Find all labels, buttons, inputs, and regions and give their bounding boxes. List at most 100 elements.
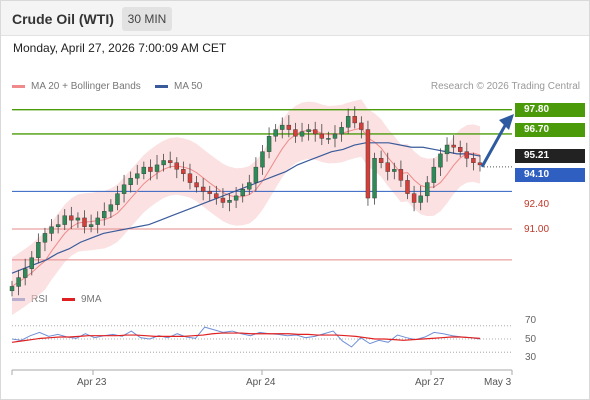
- candle-body: [181, 169, 186, 174]
- x-label-apr24: Apr 24: [246, 377, 276, 388]
- candle-body: [458, 147, 463, 152]
- candle: [69, 206, 74, 229]
- candle: [75, 212, 81, 228]
- candle: [458, 140, 463, 158]
- candle: [128, 171, 133, 193]
- candle-body: [266, 135, 272, 152]
- candle-body: [108, 204, 114, 212]
- legend-bb: MA 20 + Bollinger Bands: [12, 81, 141, 92]
- candle: [148, 159, 153, 181]
- candle: [115, 185, 120, 211]
- candle: [29, 251, 34, 276]
- rsi-ma-line: [11, 332, 481, 343]
- candle-body: [398, 169, 404, 181]
- candle-body: [372, 158, 377, 199]
- candle: [108, 199, 114, 218]
- ma50-legend-label: MA 50: [174, 81, 203, 92]
- candle-body: [425, 182, 430, 197]
- rsi-legend-label: RSI: [31, 294, 48, 305]
- candle: [451, 135, 456, 154]
- candle: [418, 185, 423, 211]
- candle-body: [95, 217, 100, 225]
- candle-body: [214, 193, 219, 199]
- candle: [372, 152, 377, 205]
- candle-body: [306, 129, 311, 132]
- chart-header: Crude Oil (WTI) 30 MIN: [1, 1, 589, 36]
- candle-body: [69, 215, 74, 221]
- candle: [293, 122, 298, 143]
- candle-body: [345, 116, 351, 128]
- candle-body: [174, 162, 179, 170]
- candle-body: [260, 151, 265, 168]
- level-label-r2: 97.80: [515, 103, 585, 117]
- rsi-line: [11, 326, 481, 348]
- last-price-label: 95.21: [515, 149, 585, 163]
- candle-body: [352, 116, 357, 124]
- candle: [332, 125, 338, 148]
- candle-body: [187, 173, 193, 183]
- candle: [154, 154, 160, 180]
- candle: [326, 131, 331, 144]
- candle-body: [385, 162, 390, 172]
- candle: [286, 115, 292, 138]
- candle: [280, 117, 285, 139]
- bb-swatch: [12, 85, 25, 88]
- bollinger-band: [12, 99, 480, 316]
- candle-body: [75, 217, 81, 221]
- candle-body: [431, 166, 437, 183]
- candle: [42, 227, 48, 252]
- candle: [9, 280, 15, 297]
- candle: [167, 151, 173, 169]
- candle: [161, 153, 166, 172]
- bb-legend-label: MA 20 + Bollinger Bands: [31, 81, 141, 92]
- candle-body: [319, 133, 325, 139]
- rsi-label-30: 30: [525, 352, 537, 363]
- candle: [181, 161, 186, 182]
- forecast-arrow: [480, 114, 514, 168]
- candle-body: [405, 180, 410, 194]
- candle-body: [88, 224, 94, 227]
- level-lines: [12, 108, 512, 261]
- candle-body: [339, 127, 344, 135]
- candle: [385, 152, 390, 181]
- candle-body: [253, 166, 259, 183]
- candle: [339, 121, 344, 142]
- research-credit: Research © 2026 Trading Central: [430, 81, 580, 92]
- candle-body: [273, 129, 278, 137]
- candle: [411, 185, 417, 212]
- timeframe-button[interactable]: 30 MIN: [122, 7, 172, 31]
- candle-body: [207, 191, 212, 194]
- candle-body: [42, 233, 48, 243]
- candle-body: [200, 186, 206, 192]
- rsi-label-50: 50: [525, 334, 537, 345]
- x-label-apr27: Apr 27: [415, 377, 445, 388]
- candle: [405, 174, 410, 200]
- candle: [174, 157, 179, 179]
- legend-rsi-ma: 9MA: [62, 294, 102, 305]
- candle: [464, 142, 470, 168]
- rsi-label-70: 70: [525, 315, 537, 326]
- ma50-line: [11, 142, 481, 274]
- candle-body: [293, 129, 298, 137]
- candle-body: [464, 151, 470, 159]
- candle-body: [299, 131, 305, 137]
- candle-body: [332, 133, 338, 139]
- candle-body: [477, 162, 483, 166]
- candle: [82, 210, 87, 234]
- candle-body: [444, 144, 450, 155]
- candle: [233, 187, 239, 208]
- candle: [266, 127, 272, 159]
- arrow-head: [499, 114, 514, 130]
- candle-body: [194, 182, 199, 188]
- candle-body: [102, 211, 107, 219]
- candle: [22, 258, 28, 286]
- candle-body: [240, 189, 245, 197]
- candle-body: [451, 144, 456, 148]
- rsi-ma-legend-label: 9MA: [81, 294, 102, 305]
- candle: [444, 137, 450, 162]
- timestamp: Monday, April 27, 2026 7:00:09 AM CET: [13, 41, 227, 55]
- candle: [319, 124, 325, 146]
- candle: [95, 211, 100, 234]
- candle-body: [411, 193, 417, 203]
